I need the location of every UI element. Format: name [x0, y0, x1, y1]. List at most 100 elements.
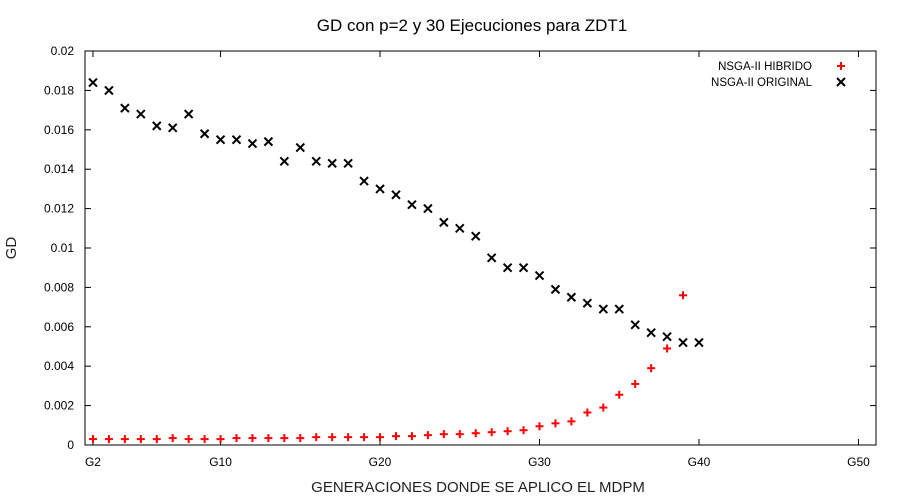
hibrido-point — [551, 419, 560, 428]
hibrido-point — [280, 434, 289, 443]
hibrido-point — [376, 433, 385, 442]
hibrido-point — [631, 379, 640, 388]
hibrido-point — [136, 435, 145, 444]
y-axis-label: GD — [3, 237, 20, 260]
original-point — [582, 298, 593, 308]
hibrido-point — [599, 403, 608, 412]
original-point — [471, 231, 481, 241]
original-point — [183, 109, 194, 119]
original-point — [120, 103, 130, 113]
original-point — [534, 270, 545, 281]
hibrido-point — [471, 429, 480, 438]
legend-label: NSGA-II ORIGINAL — [711, 77, 813, 89]
hibrido-point — [264, 434, 273, 443]
legend: NSGA-II HIBRIDO NSGA-II ORIGINAL — [711, 61, 846, 89]
original-point — [295, 142, 305, 153]
original-point — [247, 138, 258, 149]
x-tick-label: G40 — [688, 455, 711, 469]
original-point — [598, 304, 609, 314]
y-tick-label: 0 — [67, 438, 74, 452]
hibrido-point — [535, 422, 544, 431]
hibrido-point — [360, 433, 369, 442]
hibrido-point — [88, 435, 97, 444]
y-tick-label: 0.016 — [44, 123, 74, 137]
original-point — [630, 320, 640, 330]
original-point — [279, 156, 290, 167]
original-point — [550, 284, 561, 295]
original-point — [614, 304, 624, 314]
original-point — [311, 156, 321, 167]
x-tick-label: G50 — [847, 455, 870, 469]
hibrido-point — [296, 434, 305, 443]
original-point — [455, 223, 465, 234]
hibrido-point — [344, 433, 353, 442]
original-point — [263, 136, 274, 147]
hibrido-point — [439, 430, 448, 439]
legend-marker — [837, 62, 845, 70]
original-point — [168, 123, 178, 133]
x-tick-label: G2 — [85, 455, 101, 469]
hibrido-point — [312, 433, 321, 442]
original-point — [104, 85, 114, 96]
chart-title: GD con p=2 y 30 Ejecuciones para ZDT1 — [317, 16, 627, 35]
hibrido-point — [216, 435, 225, 444]
original-point — [375, 184, 385, 194]
x-tick-label: G20 — [369, 455, 392, 469]
original-point — [152, 121, 162, 131]
original-point — [423, 203, 433, 214]
hibrido-point — [503, 427, 512, 436]
hibrido-point — [519, 426, 528, 435]
y-tick-label: 0.002 — [44, 399, 74, 413]
y-tick-label: 0.01 — [51, 241, 75, 255]
legend-marker — [836, 77, 846, 87]
hibrido-point — [615, 390, 624, 399]
data-points — [88, 77, 704, 444]
original-point — [136, 109, 146, 119]
y-tick-label: 0.012 — [44, 202, 74, 216]
original-point — [678, 337, 688, 348]
original-point — [88, 77, 98, 88]
original-point — [391, 190, 401, 200]
original-point — [359, 176, 369, 186]
hibrido-point — [328, 433, 337, 442]
x-tick-label: G30 — [528, 455, 551, 469]
x-axis-label: GENERACIONES DONDE SE APLICO EL MDPM — [311, 479, 645, 496]
hibrido-point — [455, 430, 464, 439]
y-axis: 0 0.002 0.004 0.006 0.008 0.01 0.012 0.014 0.016… — [44, 44, 876, 452]
y-tick-label: 0.02 — [51, 44, 75, 58]
original-point — [566, 292, 577, 302]
hibrido-point — [423, 431, 432, 440]
y-tick-label: 0.004 — [44, 359, 74, 373]
hibrido-point — [679, 291, 688, 300]
original-point — [199, 129, 210, 139]
original-point — [215, 134, 226, 145]
original-point — [646, 328, 656, 338]
y-tick-label: 0.018 — [44, 83, 74, 97]
hibrido-point — [104, 435, 113, 444]
hibrido-point — [663, 344, 672, 353]
original-point — [502, 262, 513, 273]
hibrido-point — [647, 364, 656, 373]
hibrido-point — [200, 435, 209, 444]
hibrido-point — [567, 417, 576, 426]
x-tick-label: G10 — [209, 455, 232, 469]
original-point — [662, 331, 672, 342]
hibrido-point — [407, 432, 416, 441]
original-point — [231, 134, 242, 145]
original-point — [343, 158, 353, 168]
original-point — [694, 337, 704, 348]
original-point — [518, 262, 529, 273]
hibrido-point — [583, 408, 592, 417]
y-tick-label: 0.006 — [44, 320, 74, 334]
hibrido-point — [487, 428, 496, 437]
legend-label: NSGA-II HIBRIDO — [718, 61, 812, 73]
hibrido-point — [120, 435, 129, 444]
x-axis: G2 G10 G20 G30 G40 G50 — [85, 51, 870, 469]
y-tick-label: 0.014 — [44, 162, 74, 176]
original-point — [486, 253, 497, 263]
original-point — [407, 199, 417, 210]
hibrido-point — [152, 435, 161, 444]
y-tick-label: 0.008 — [44, 280, 74, 294]
hibrido-point — [184, 435, 193, 444]
